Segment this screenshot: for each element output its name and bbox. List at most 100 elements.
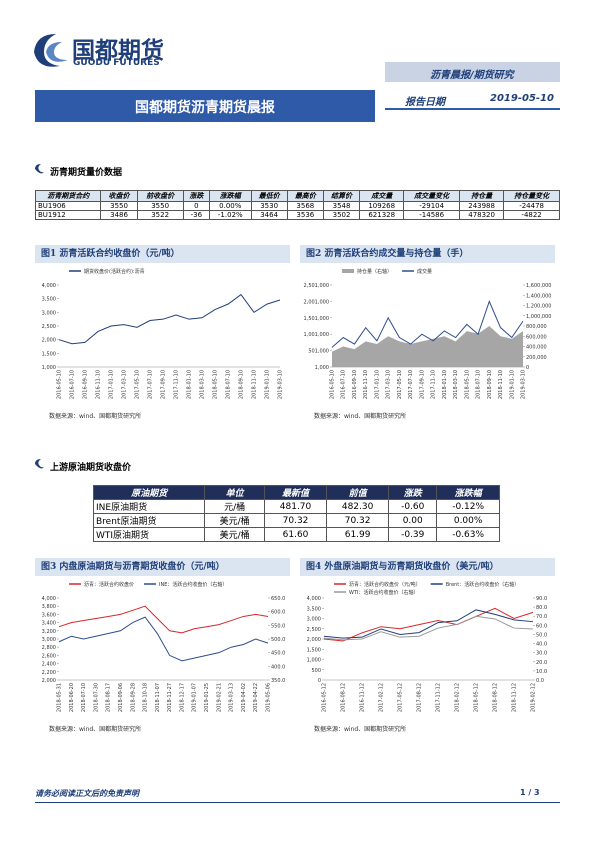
x-tick-label: 2017-11-10: [174, 370, 180, 399]
legend-label: 持仓量（右轴）: [357, 268, 392, 275]
x-tick-label: 2019-03-10: [521, 370, 527, 399]
row: INE原油期货 元/桶 481.70 482.30 -0.60 -0.12%: [92, 499, 500, 514]
legend-label: Brent：活跃合约收盘价（右轴）: [446, 581, 520, 588]
category: 沥青晨报/期货研究: [430, 70, 514, 81]
x-tick-label: 2017-09-10: [161, 370, 167, 399]
footer-rule: [35, 802, 560, 803]
tick-label: 2,000: [42, 678, 56, 684]
cell: 元/桶: [204, 499, 265, 514]
disclaimer: 请务必阅读正文后的免责声明: [35, 789, 139, 798]
table: 沥青期货合约 收盘价 前收盘价 涨跌 涨跌幅 最低价 最高价 结算价 成交量 成交量变化 持仓量 持仓…: [34, 190, 560, 220]
x-tick-label: 2017-07-10: [148, 370, 154, 399]
cell: 0.00%: [436, 513, 500, 528]
x-tick-label: 2016-08-12: [341, 683, 347, 712]
x-tick-label: 2018-07-10: [81, 683, 87, 712]
x-tick-label: 2018-07-10: [226, 370, 232, 399]
title: 国都期货沥青期货晨报: [135, 100, 275, 116]
page-number: 1 / 3: [520, 788, 540, 797]
legend-label: WTI：活跃合约收盘价（右轴）: [349, 589, 418, 596]
chart-source: 数据来源：wind、国都期货研究所: [314, 413, 407, 420]
tick-label: 2,001,000: [304, 299, 329, 305]
header-cell: 原油期货: [92, 485, 206, 500]
tick-label: 1,501,000: [304, 316, 329, 322]
legend-label: 沥青：活跃合约收盘价: [84, 581, 134, 588]
x-tick-label: 2018-11-12: [512, 683, 518, 712]
cell: 0.00: [388, 513, 438, 528]
x-tick-label: 2017-03-10: [122, 370, 128, 399]
x-tick-label: 2019-01-10: [265, 370, 271, 399]
tick-label: 3,000: [42, 310, 56, 316]
x-tick-label: 2016-09-10: [352, 370, 358, 399]
x-tick-label: 2017-07-10: [408, 370, 414, 399]
tick-label: 1,001,000: [304, 332, 329, 338]
chart: 2,000 2,200 2,400 2,600 2,800 3,000 3,200 3,400…: [42, 581, 286, 712]
x-tick-label: 2018-09-28: [130, 683, 136, 712]
x-tick-label: 2017-01-10: [109, 370, 115, 399]
tick-label: 2,500: [307, 627, 321, 633]
x-tick-label: 2018-05-31: [57, 683, 63, 712]
x-tick-label: 2019-03-10: [278, 370, 284, 399]
tick-label: 500: [311, 668, 321, 674]
tick-label: 350.0: [271, 678, 285, 684]
section-title: 沥青期货量价数据: [50, 168, 123, 178]
cell: -1.02%: [209, 210, 252, 220]
x-tick-label: 2018-02-12: [455, 683, 461, 712]
tick-label: 10.0: [536, 669, 547, 675]
section-title: 上游原油期货收盘价: [50, 463, 132, 473]
x-tick-label: 2019-01-25: [204, 683, 210, 712]
tick-label: 4,000: [307, 596, 321, 602]
cell: -0.60: [388, 499, 438, 514]
x-tick-label: 2016-11-10: [363, 370, 369, 399]
cell: 482.30: [326, 499, 390, 514]
chart-title: 图4 外盘原油期货与沥青期货收盘价（美元/吨）: [300, 558, 555, 576]
cell: 478320: [459, 210, 505, 220]
cell: 美元/桶: [204, 527, 265, 542]
chart-panel: 图1 沥青活跃合约收盘价（元/吨） 1,000 1,500 2,000 2,500 3,0…: [35, 245, 290, 420]
tick-label: 50.0: [536, 632, 547, 638]
tick-label: 450.0: [271, 651, 285, 657]
header-cell: 涨跌幅: [209, 190, 252, 202]
date: 2019-05-10: [490, 93, 554, 104]
row: WTI原油期货 美元/桶 61.60 61.99 -0.39 -0.63%: [92, 527, 500, 542]
x-tick-label: 2016-07-10: [70, 370, 76, 399]
cell: 3530: [250, 201, 288, 211]
tick-label: 90.0: [536, 596, 547, 602]
chart-source: 数据来源：wind、国都期货研究所: [49, 413, 142, 420]
tick-label: 60.0: [536, 623, 547, 629]
legend-swatch: [342, 269, 354, 273]
tick-label: 1,500: [42, 351, 56, 357]
line: [323, 615, 534, 641]
x-tick-label: 2018-09-06: [118, 683, 124, 712]
cell: 3464: [250, 210, 288, 220]
x-tick-label: 2017-11-10: [431, 370, 437, 399]
x-tick-label: 2018-05-12: [474, 683, 480, 712]
line: [323, 607, 534, 642]
chart-source: 数据来源：wind、国都期货研究所: [49, 726, 142, 733]
x-tick-label: 2017-05-12: [398, 683, 404, 712]
tick-label: 80.0: [536, 605, 547, 611]
tick-label: 3,400: [42, 621, 56, 627]
tick-label: 2,800: [42, 645, 56, 651]
tick-label: 0.0: [536, 678, 544, 684]
line: [323, 609, 534, 639]
x-tick-label: 2017-05-10: [397, 370, 403, 399]
row: Brent原油期货 美元/桶 70.32 70.32 0.00 0.00%: [92, 513, 500, 528]
x-tick-label: 2019-01-07: [192, 683, 198, 712]
chart-title: 图2 沥青活跃合约成交量与持仓量（手）: [300, 245, 555, 263]
x-tick-label: 2018-08-12: [493, 683, 499, 712]
cell: 3548: [322, 201, 361, 211]
tick-label: 2,501,000: [304, 283, 329, 289]
category-banner: [385, 62, 560, 82]
cell: BU1906: [34, 201, 102, 211]
tick-label: 650.0: [271, 596, 285, 602]
header-row: 原油期货 单位 最新值 前值 涨跌 涨跌幅: [92, 485, 500, 500]
tick-label: 500.0: [271, 637, 285, 643]
header-cell: 最低价: [250, 190, 288, 202]
x-tick-label: 2018-03-10: [200, 370, 206, 399]
tick-label: 550.0: [271, 623, 285, 629]
section-icon: [35, 459, 44, 469]
x-tick-label: 2019-05-06: [266, 683, 272, 712]
cell: -24478: [503, 201, 560, 211]
cell: -14586: [403, 210, 461, 220]
title-bar: [35, 90, 375, 122]
